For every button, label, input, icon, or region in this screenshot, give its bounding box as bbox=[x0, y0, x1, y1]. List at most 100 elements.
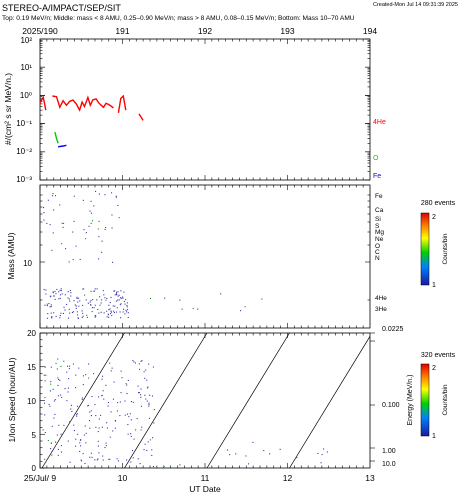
middle-event-he bbox=[59, 294, 61, 296]
middle-event-he bbox=[69, 312, 71, 314]
middle-event-he bbox=[119, 311, 121, 313]
bottom-colorbar-label: Counts/bin bbox=[442, 384, 449, 415]
bottom-event bbox=[82, 375, 84, 377]
bottom-event bbox=[137, 385, 139, 387]
bottom-event-sparse bbox=[326, 451, 328, 453]
middle-event-heavy bbox=[98, 193, 100, 195]
bottom-event bbox=[90, 410, 92, 412]
middle-event-he bbox=[67, 297, 69, 299]
bottom-event bbox=[50, 366, 52, 368]
bottom-event bbox=[60, 451, 62, 453]
xtick-12: 12 bbox=[283, 473, 293, 483]
middle-event-he bbox=[58, 291, 60, 293]
bottom-event bbox=[97, 445, 99, 447]
bottom-event bbox=[75, 438, 77, 440]
bottom-event bbox=[143, 371, 145, 373]
middle-event-heavy bbox=[95, 190, 97, 192]
series-Fe-segment-0 bbox=[57, 144, 67, 148]
middle-event-he bbox=[94, 316, 96, 318]
middle-event-heavy bbox=[97, 228, 99, 230]
middle-event-he bbox=[59, 315, 61, 317]
bottom-event bbox=[97, 440, 99, 442]
middle-event-he bbox=[59, 297, 61, 299]
bottom-event bbox=[102, 390, 104, 392]
bottom-event bbox=[149, 439, 151, 441]
middle-event-he bbox=[76, 296, 78, 298]
middle-event-he bbox=[93, 307, 95, 309]
bottom-event bbox=[106, 427, 108, 429]
middle-event-he bbox=[116, 294, 118, 296]
bottom-event bbox=[134, 362, 136, 364]
middle-event-he-sparse bbox=[261, 298, 263, 300]
bottom-event bbox=[57, 448, 59, 450]
middle-event-he bbox=[50, 295, 52, 297]
bottom-event bbox=[100, 414, 102, 416]
bottom-event bbox=[58, 379, 60, 381]
middle-event-he bbox=[58, 298, 60, 300]
middle-event-he bbox=[103, 312, 105, 314]
middle-event-heavy bbox=[59, 204, 61, 206]
bottom-event bbox=[56, 368, 58, 370]
bottom-event bbox=[147, 386, 149, 388]
middle-event-he bbox=[89, 301, 91, 303]
bottom-event bbox=[145, 369, 147, 371]
middle-event-he bbox=[72, 311, 74, 313]
middle-event-he bbox=[54, 298, 56, 300]
middle-event-he bbox=[75, 307, 77, 309]
bottom-event bbox=[108, 458, 110, 460]
middle-event-he bbox=[76, 298, 78, 300]
middle-event-he bbox=[90, 290, 92, 292]
middle-event-he bbox=[125, 309, 127, 311]
energy-tick-10.0: 10.0 bbox=[382, 461, 396, 468]
bottom-event bbox=[135, 429, 137, 431]
middle-event-he bbox=[73, 300, 75, 302]
middle-event-he bbox=[51, 316, 53, 318]
bottom-event bbox=[57, 358, 59, 360]
bottom-event bbox=[98, 396, 100, 398]
middle-event-he-sparse bbox=[240, 310, 242, 312]
middle-event-he bbox=[46, 305, 48, 307]
middle-event-he bbox=[124, 313, 126, 315]
bottom-panel: 20 15 10 5 0 1/Ion Speed (hour/AU) 0.022… bbox=[7, 326, 456, 494]
middle-event-heavy bbox=[101, 240, 103, 242]
middle-event-he bbox=[56, 288, 58, 290]
middle-event-he bbox=[77, 314, 79, 316]
middle-panel-ticks bbox=[39, 185, 370, 328]
bottom-event-sparse bbox=[317, 452, 319, 454]
bottom-event bbox=[44, 414, 46, 416]
middle-event-heavy bbox=[90, 200, 92, 202]
bottom-event bbox=[110, 370, 112, 372]
velocity-dispersion-lines bbox=[41, 333, 370, 468]
bottom-event bbox=[82, 453, 84, 455]
middle-event-he bbox=[50, 306, 52, 308]
middle-event-heavy bbox=[105, 227, 107, 229]
top-axis-label-192: 192 bbox=[198, 26, 212, 36]
middle-event-heavy bbox=[43, 207, 45, 209]
bottom-event bbox=[88, 377, 90, 379]
middle-event-heavy bbox=[62, 226, 64, 228]
bottom-event bbox=[76, 413, 78, 415]
middle-event-he bbox=[96, 299, 98, 301]
element-label-Ne: Ne bbox=[375, 236, 384, 243]
bottom-event-count: 320 events bbox=[421, 352, 456, 359]
middle-event-he bbox=[93, 290, 95, 292]
top-axis-label-190: 2025/190 bbox=[22, 26, 58, 36]
bottom-event bbox=[110, 411, 112, 413]
middle-event-heavy bbox=[47, 199, 49, 201]
middle-panel-frame bbox=[39, 184, 371, 329]
middle-event-heavy bbox=[85, 238, 87, 240]
middle-panel: 10 Mass (AMU) Fe Ca Si S Mg Ne O C N 4He… bbox=[6, 184, 456, 329]
element-label-3He: 3He bbox=[375, 306, 387, 313]
bottom-event bbox=[98, 452, 100, 454]
bottom-event bbox=[66, 371, 68, 373]
middle-event-he bbox=[53, 312, 55, 314]
middle-event-heavy bbox=[65, 248, 67, 250]
middle-event-he bbox=[117, 291, 119, 293]
bottom-event bbox=[127, 379, 129, 381]
middle-event-he bbox=[106, 310, 108, 312]
bottom-event-sparse bbox=[321, 454, 323, 456]
middle-event-he bbox=[55, 293, 57, 295]
bottom-event-sparse bbox=[152, 466, 154, 468]
bottom-event bbox=[130, 433, 132, 435]
bottom-event bbox=[151, 395, 153, 397]
